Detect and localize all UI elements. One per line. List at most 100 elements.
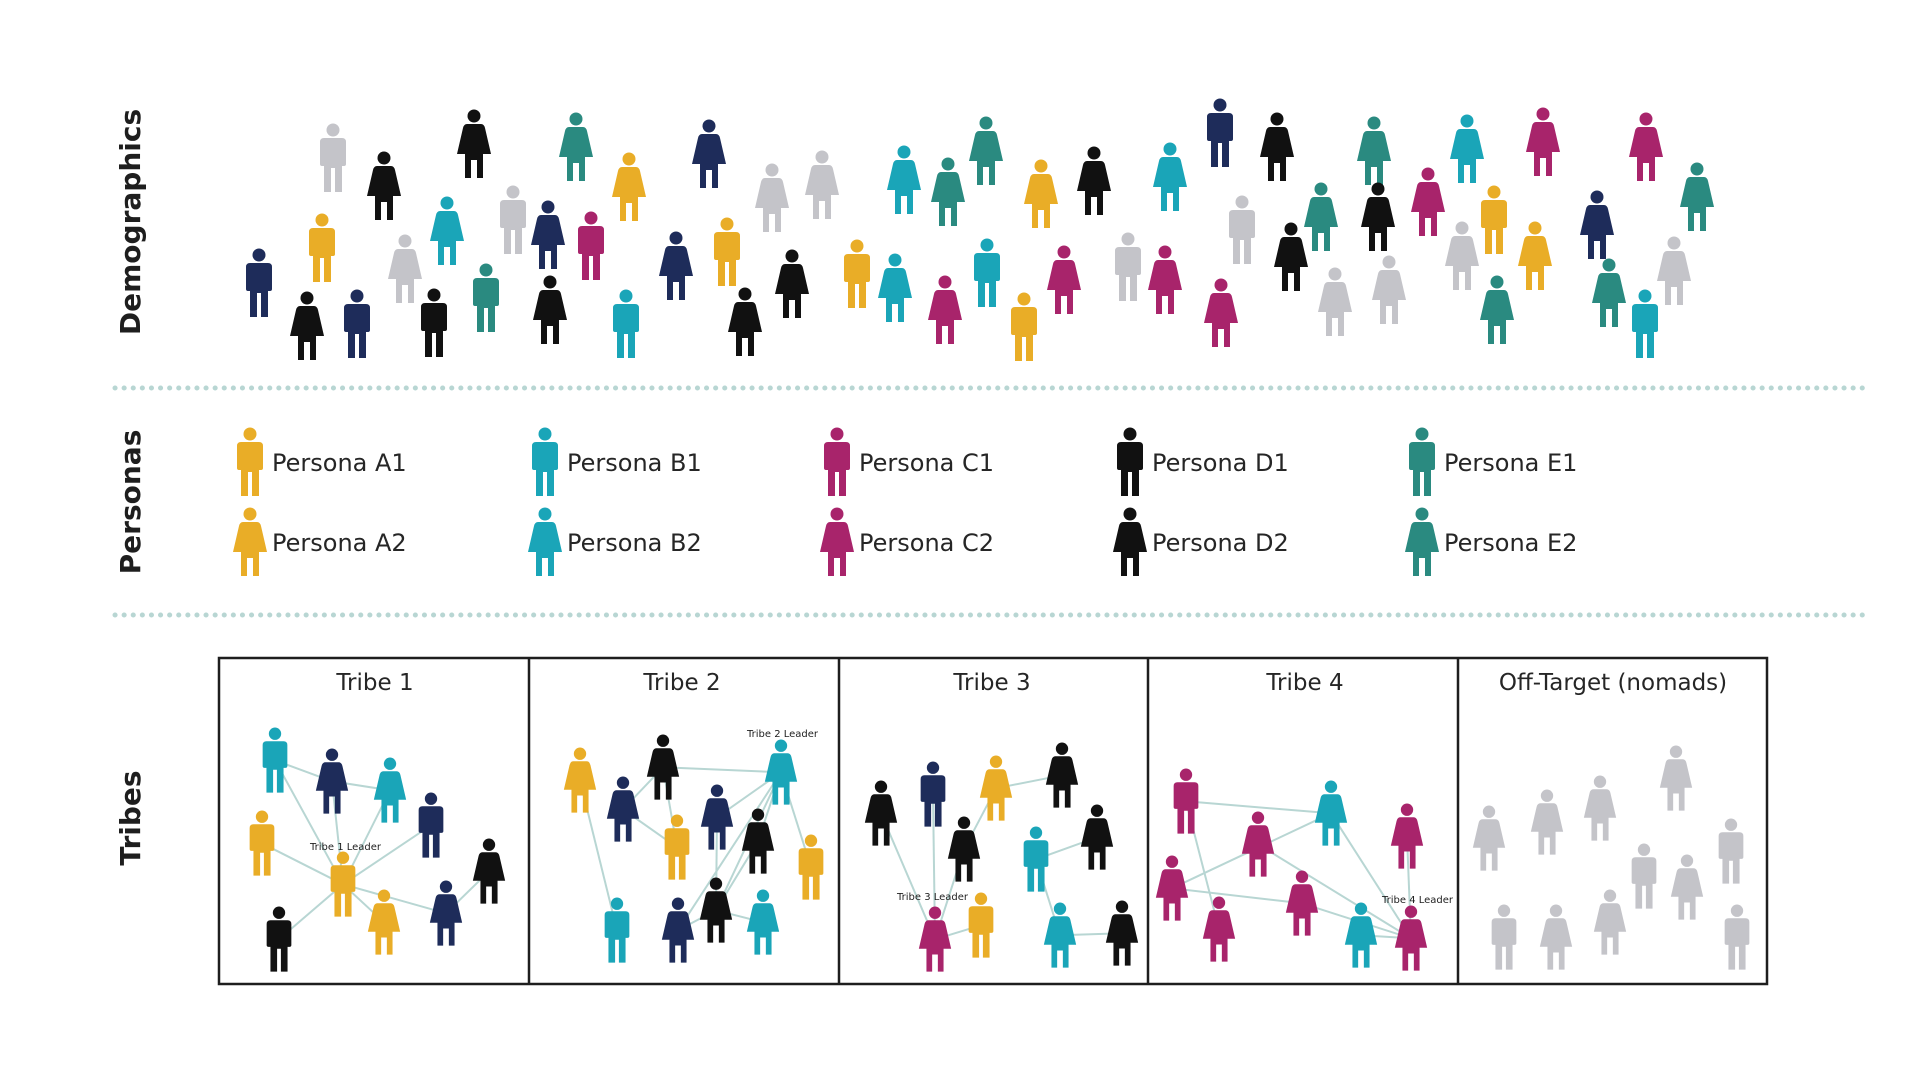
tribe-3-person-10 bbox=[1043, 902, 1077, 968]
tribe-3-link-1 bbox=[880, 812, 936, 940]
persona-icon-4 bbox=[528, 507, 562, 576]
demographic-person-33 bbox=[1011, 292, 1037, 361]
tribe-5-person-9 bbox=[1539, 904, 1573, 970]
persona-label-4: Persona B2 bbox=[567, 529, 702, 557]
tribe-1-person-6 bbox=[330, 851, 356, 917]
tribe-4-person-4 bbox=[1390, 803, 1424, 869]
tribe-5-person-1 bbox=[1659, 745, 1693, 811]
demographic-person-30 bbox=[931, 157, 965, 226]
demographic-person-42 bbox=[1229, 195, 1255, 264]
demographic-person-29 bbox=[928, 275, 962, 344]
demographic-person-51 bbox=[1445, 221, 1479, 290]
demographic-person-26 bbox=[844, 239, 870, 308]
demographic-person-35 bbox=[1047, 245, 1081, 314]
demographic-person-5 bbox=[320, 123, 346, 192]
tribe-4-person-6 bbox=[1285, 870, 1319, 936]
demographic-person-39 bbox=[1153, 142, 1187, 211]
demographic-person-4 bbox=[309, 213, 335, 282]
demographic-person-12 bbox=[500, 185, 526, 254]
persona-legend: Persona A1 Persona A2 Persona B1 Persona B2… bbox=[233, 427, 1577, 576]
tribe-5-person-11 bbox=[1724, 904, 1750, 970]
demographic-person-23 bbox=[755, 163, 789, 232]
persona-label-3: Persona B1 bbox=[567, 449, 702, 477]
tribe-3-person-6 bbox=[1080, 804, 1114, 870]
tribe-4-person-3 bbox=[1241, 811, 1275, 877]
tribe-1-members bbox=[249, 727, 506, 972]
tribe-3-person-4 bbox=[1045, 742, 1079, 808]
tribe-5-person-3 bbox=[1530, 789, 1564, 855]
tribe-3-members bbox=[864, 742, 1139, 972]
tribe-3-person-5 bbox=[947, 816, 981, 882]
persona-icon-6 bbox=[820, 507, 854, 576]
tribe-2-person-10 bbox=[661, 897, 695, 963]
tribe-2-person-1 bbox=[563, 747, 597, 813]
tribe-1-person-7 bbox=[367, 889, 401, 955]
persona-label-5: Persona C1 bbox=[859, 449, 994, 477]
tribe-1-person-10 bbox=[266, 906, 292, 972]
tribe-2-person-4 bbox=[764, 739, 798, 805]
demographic-person-38 bbox=[1148, 245, 1182, 314]
demographic-person-19 bbox=[659, 231, 693, 300]
tribe-1-person-1 bbox=[262, 727, 288, 793]
demographic-person-61 bbox=[1657, 236, 1691, 305]
tribe-2-person-2 bbox=[646, 734, 680, 800]
demographic-person-27 bbox=[878, 253, 912, 322]
tribe-2-title: Tribe 2 bbox=[642, 670, 720, 696]
demographic-person-34 bbox=[1024, 159, 1058, 228]
tribe-3-person-7 bbox=[1023, 826, 1049, 892]
persona-icon-9 bbox=[1409, 427, 1435, 496]
tribe-4-person-9 bbox=[1394, 905, 1428, 971]
demographic-person-7 bbox=[388, 234, 422, 303]
tribe-1-link-6 bbox=[342, 824, 432, 886]
tribe-5-members bbox=[1472, 745, 1750, 970]
tribe-1-person-2 bbox=[315, 748, 349, 814]
section-label-tribes: Tribes bbox=[114, 770, 147, 865]
tribe-5-person-6 bbox=[1631, 843, 1657, 909]
demographic-person-45 bbox=[1304, 182, 1338, 251]
tribe-5-person-7 bbox=[1670, 854, 1704, 920]
tribe-2-members bbox=[563, 734, 824, 963]
demographic-person-14 bbox=[533, 275, 567, 344]
demographic-person-46 bbox=[1318, 267, 1352, 336]
tribe-2-person-11 bbox=[699, 877, 733, 943]
demographic-person-36 bbox=[1077, 146, 1111, 215]
tribe-1-person-9 bbox=[472, 838, 506, 904]
tribe-4-person-2 bbox=[1314, 780, 1348, 846]
demographic-person-44 bbox=[1274, 222, 1308, 291]
tribe-5-person-10 bbox=[1593, 889, 1627, 955]
tribe-4-members bbox=[1155, 768, 1428, 971]
tribe-3-person-1 bbox=[864, 780, 898, 846]
demographic-person-6 bbox=[367, 151, 401, 220]
persona-label-9: Persona E1 bbox=[1444, 449, 1577, 477]
persona-label-7: Persona D1 bbox=[1152, 449, 1289, 477]
tribe-5-person-5 bbox=[1718, 818, 1744, 884]
demographic-person-32 bbox=[974, 238, 1000, 307]
demographic-person-24 bbox=[775, 249, 809, 318]
off-target-title: Off-Target (nomads) bbox=[1499, 670, 1727, 696]
tribe-3-leader-label: Tribe 3 Leader bbox=[896, 892, 969, 903]
demographic-person-16 bbox=[578, 211, 604, 280]
demographic-person-57 bbox=[1580, 190, 1614, 259]
demographic-person-49 bbox=[1372, 255, 1406, 324]
tribe-2-leader-label: Tribe 2 Leader bbox=[746, 729, 819, 740]
tribe-4-link-3 bbox=[1330, 812, 1412, 939]
persona-icon-2 bbox=[233, 507, 267, 576]
demographic-person-20 bbox=[692, 119, 726, 188]
tribe-2-person-7 bbox=[741, 808, 775, 874]
tribe-4-person-1 bbox=[1173, 768, 1199, 834]
demographics-crowd bbox=[246, 98, 1714, 361]
persona-label-6: Persona C2 bbox=[859, 529, 994, 557]
section-label-demographics: Demographics bbox=[114, 109, 147, 335]
tribe-4-link-4 bbox=[1257, 843, 1412, 940]
persona-label-10: Persona E2 bbox=[1444, 529, 1577, 557]
tribe-1-link-4 bbox=[274, 759, 344, 885]
tribe-5-person-4 bbox=[1472, 805, 1506, 871]
persona-icon-3 bbox=[532, 427, 558, 496]
section-label-personas: Personas bbox=[114, 430, 147, 575]
demographic-person-47 bbox=[1357, 116, 1391, 185]
demographic-person-11 bbox=[473, 263, 499, 332]
tribe-1-link-7 bbox=[261, 842, 344, 886]
demographic-person-22 bbox=[728, 287, 762, 356]
demographic-person-17 bbox=[612, 152, 646, 221]
demographic-person-10 bbox=[457, 109, 491, 178]
